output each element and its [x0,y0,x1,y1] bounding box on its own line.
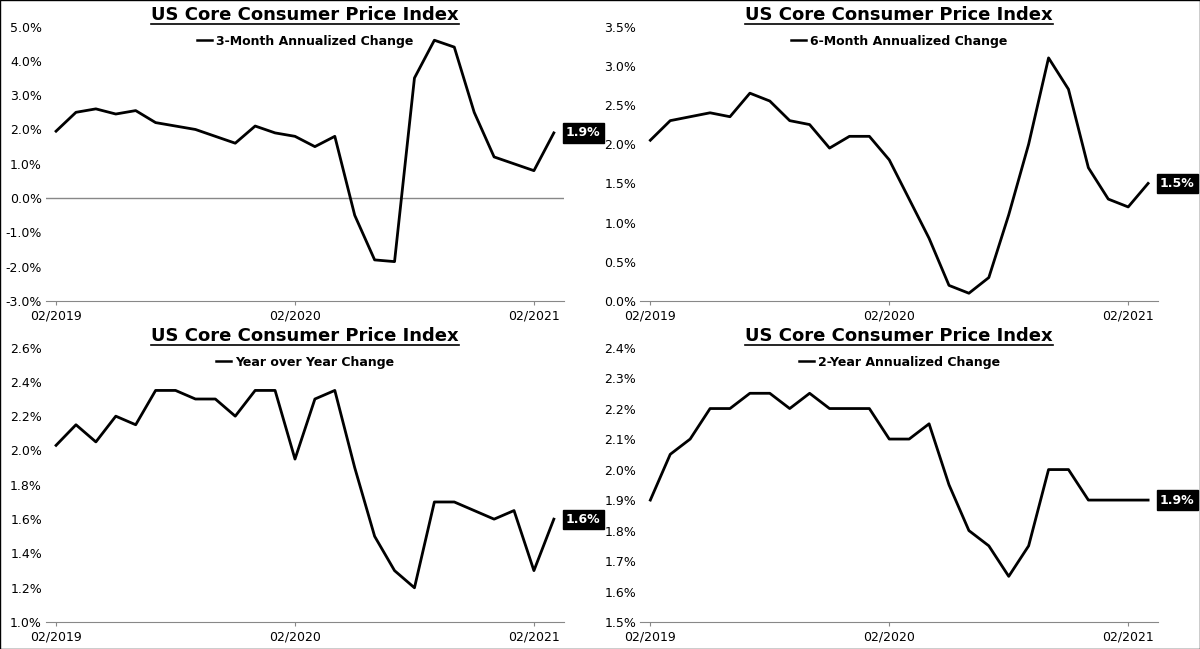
Legend: 2-Year Annualized Change: 2-Year Annualized Change [799,356,1000,369]
Text: 1.5%: 1.5% [1160,177,1195,190]
Title: US Core Consumer Price Index: US Core Consumer Price Index [745,6,1054,23]
Text: 1.9%: 1.9% [565,127,600,140]
Text: 1.9%: 1.9% [1160,494,1195,507]
Legend: 3-Month Annualized Change: 3-Month Annualized Change [197,35,413,48]
Legend: 6-Month Annualized Change: 6-Month Annualized Change [791,35,1007,48]
Title: US Core Consumer Price Index: US Core Consumer Price Index [151,326,458,345]
Title: US Core Consumer Price Index: US Core Consumer Price Index [151,6,458,23]
Title: US Core Consumer Price Index: US Core Consumer Price Index [745,326,1054,345]
Text: 1.6%: 1.6% [565,513,600,526]
Legend: Year over Year Change: Year over Year Change [216,356,394,369]
